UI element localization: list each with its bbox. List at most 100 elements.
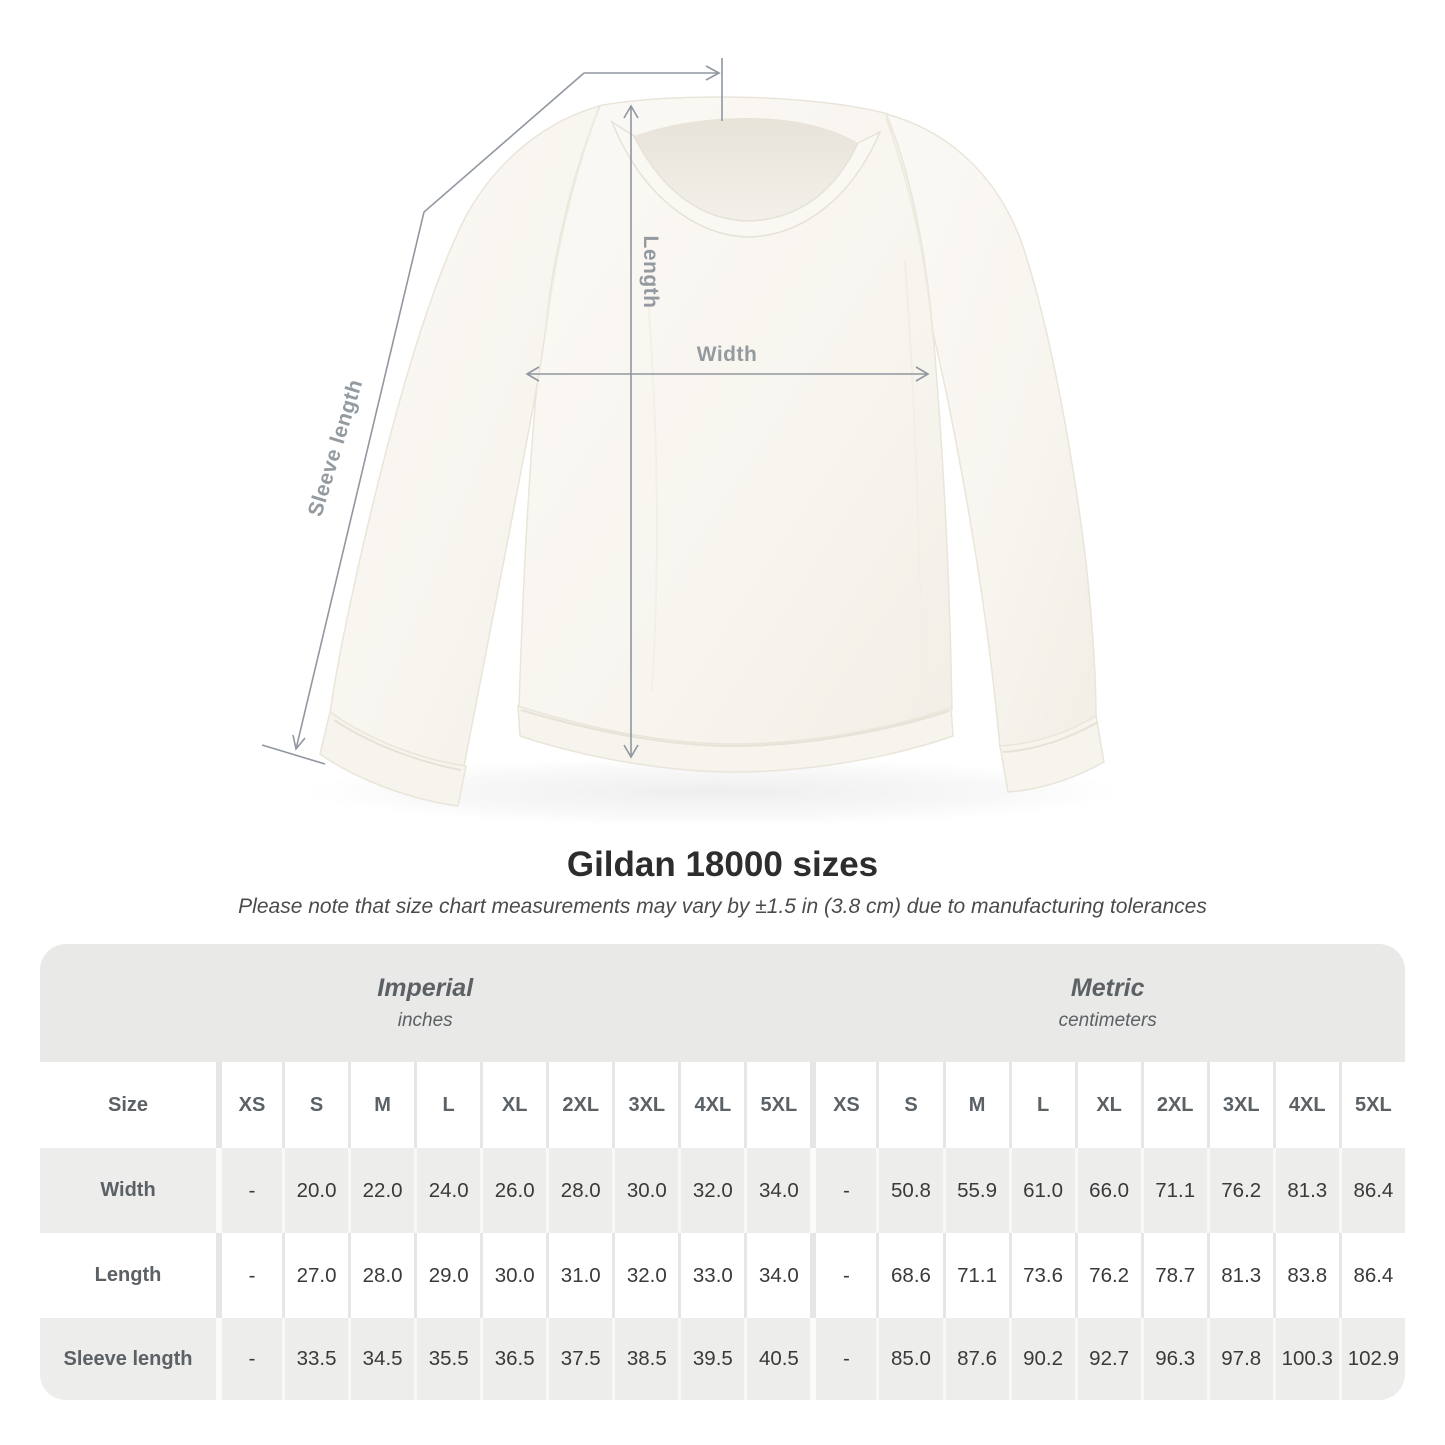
size-col-header: XL: [480, 1062, 547, 1148]
sleeve-length-row: Sleeve length - 33.5 34.5 35.5 36.5 37.5…: [40, 1318, 1405, 1400]
measurement-cell: -: [810, 1233, 877, 1318]
size-col-header: XS: [810, 1062, 877, 1148]
metric-header: Metric centimeters: [810, 944, 1405, 1062]
sweatshirt-waistband: [517, 704, 954, 773]
imperial-sublabel: inches: [397, 1010, 453, 1031]
measurement-cell: 96.3: [1140, 1318, 1207, 1400]
measurement-cell: 36.5: [480, 1318, 547, 1400]
size-col-header: 5XL: [744, 1062, 811, 1148]
left-cuff-seam: [333, 719, 462, 771]
sweatshirt-image: [261, 58, 1125, 826]
width-measure-label: Width: [696, 343, 758, 366]
metric-sublabel: centimeters: [1058, 1010, 1157, 1031]
sleeve-length-diagonal: [295, 72, 585, 750]
fabric-folds: [544, 109, 934, 691]
measurement-cell: 34.0: [744, 1148, 811, 1233]
measurement-cell: 68.6: [876, 1233, 943, 1318]
measurement-cell: 33.0: [678, 1233, 745, 1318]
measurement-cell: 102.9: [1338, 1318, 1405, 1400]
size-col-header: 3XL: [1206, 1062, 1273, 1148]
sleeve-arrow-end: [292, 734, 306, 751]
measurement-lines: [261, 58, 930, 765]
measurement-cell: 100.3: [1272, 1318, 1339, 1400]
size-diagram: Width Length Sleeve length: [261, 58, 1125, 826]
measurement-cell: 28.0: [348, 1233, 415, 1318]
size-col-header: M: [348, 1062, 415, 1148]
length-row: Length - 27.0 28.0 29.0 30.0 31.0 32.0 3…: [40, 1233, 1405, 1318]
size-col-header: S: [876, 1062, 943, 1148]
measurement-cell: 86.4: [1338, 1148, 1405, 1233]
sleeve-arrow-right: [705, 65, 721, 81]
size-header-label: Size: [40, 1062, 216, 1148]
size-col-header: 2XL: [546, 1062, 613, 1148]
measurement-cell: 29.0: [414, 1233, 481, 1318]
page-title: Gildan 18000 sizes: [566, 845, 879, 884]
measurement-cell: 24.0: [414, 1148, 481, 1233]
width-arrow-left: [525, 366, 540, 382]
tolerance-note: Please note that size chart measurements…: [238, 895, 1207, 918]
measurement-cell: 71.1: [1140, 1148, 1207, 1233]
measurement-cell: 22.0: [348, 1148, 415, 1233]
sweatshirt-collar: [610, 120, 882, 238]
measurement-cell: 76.2: [1206, 1148, 1273, 1233]
size-col-header: 4XL: [678, 1062, 745, 1148]
unit-header-row: Imperial inches Metric centimeters: [40, 944, 1405, 1062]
measurement-cell: 73.6: [1008, 1233, 1075, 1318]
measurement-cell: 39.5: [678, 1318, 745, 1400]
size-col-header: 4XL: [1272, 1062, 1339, 1148]
measurement-cell: 20.0: [282, 1148, 349, 1233]
metric-label: Metric: [1070, 974, 1145, 1002]
neck-opening: [634, 118, 858, 221]
row-label: Length: [40, 1233, 216, 1318]
measurement-cell: -: [216, 1318, 283, 1400]
measurement-cell: 27.0: [282, 1233, 349, 1318]
width-arrow-right: [915, 366, 930, 382]
row-label: Width: [40, 1148, 216, 1233]
measurement-cell: 97.8: [1206, 1318, 1273, 1400]
measurement-cell: 83.8: [1272, 1233, 1339, 1318]
imperial-header: Imperial inches: [40, 944, 811, 1062]
row-label: Sleeve length: [40, 1318, 216, 1400]
measurement-cell: 50.8: [876, 1148, 943, 1233]
measurement-cell: -: [810, 1318, 877, 1400]
measurement-cell: 37.5: [546, 1318, 613, 1400]
measurement-cell: -: [216, 1148, 283, 1233]
length-arrow-bottom: [623, 744, 639, 759]
measurement-cell: 26.0: [480, 1148, 547, 1233]
imperial-label: Imperial: [377, 974, 474, 1002]
measurement-cell: -: [216, 1233, 283, 1318]
size-col-header: L: [1008, 1062, 1075, 1148]
size-col-header: XL: [1074, 1062, 1141, 1148]
measurement-cell: 81.3: [1206, 1233, 1273, 1318]
measurement-cell: 31.0: [546, 1233, 613, 1318]
length-arrow-top: [623, 104, 639, 119]
measurement-cell: 87.6: [942, 1318, 1009, 1400]
measurement-cell: 66.0: [1074, 1148, 1141, 1233]
size-col-header: 5XL: [1338, 1062, 1405, 1148]
size-table-grid: Imperial inches Metric centimeters Size …: [40, 944, 1405, 1400]
measurement-cell: 30.0: [612, 1148, 679, 1233]
measurement-cell: 76.2: [1074, 1233, 1141, 1318]
size-col-header: S: [282, 1062, 349, 1148]
size-col-header: 2XL: [1140, 1062, 1207, 1148]
sweatshirt-left-cuff: [319, 710, 467, 807]
size-col-header: XS: [216, 1062, 283, 1148]
measurement-cell: 30.0: [480, 1233, 547, 1318]
cuff-tick: [261, 744, 326, 765]
measurement-cell: 92.7: [1074, 1318, 1141, 1400]
measurement-cell: 71.1: [942, 1233, 1009, 1318]
measurement-cell: 55.9: [942, 1148, 1009, 1233]
measurement-cell: 34.5: [348, 1318, 415, 1400]
garment-shadow: [305, 758, 1125, 826]
size-col-header: M: [942, 1062, 1009, 1148]
measurement-cell: 78.7: [1140, 1233, 1207, 1318]
measurement-cell: 86.4: [1338, 1233, 1405, 1318]
measurement-cell: -: [810, 1148, 877, 1233]
measurement-cell: 90.2: [1008, 1318, 1075, 1400]
measurement-cell: 32.0: [612, 1233, 679, 1318]
size-col-header: 3XL: [612, 1062, 679, 1148]
size-col-header: L: [414, 1062, 481, 1148]
sweatshirt-right-cuff: [999, 714, 1105, 793]
measurement-cell: 34.0: [744, 1233, 811, 1318]
